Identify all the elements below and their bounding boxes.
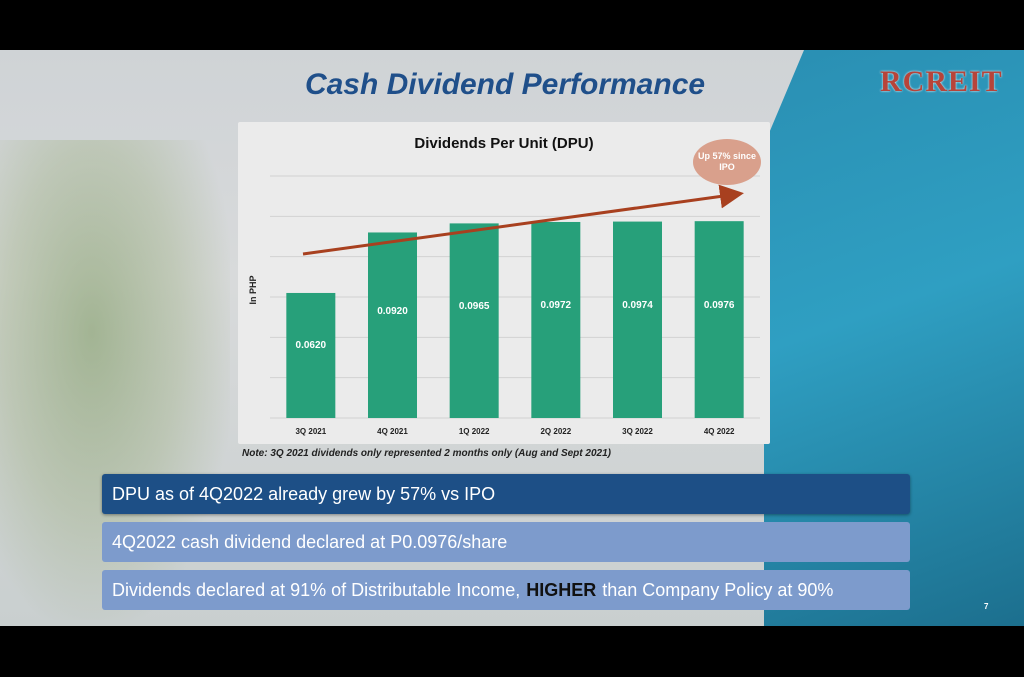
x-tick-label: 4Q 2021 <box>377 427 408 436</box>
company-logo: RCREIT <box>880 65 1003 98</box>
trend-arrow <box>302 184 744 256</box>
x-tick-label: 3Q 2022 <box>622 427 653 436</box>
bullet-text: DPU as of 4Q2022 already grew by 57% vs … <box>112 483 496 504</box>
x-tick-labels-group: 3Q 2021 4Q 2021 1Q 2022 2Q 2022 3Q 2022 4Q 20… <box>295 427 735 436</box>
data-label: 0.0620 <box>296 340 327 351</box>
x-tick-label: 2Q 2022 <box>540 427 571 436</box>
slide: RCREIT Cash Dividend Performance Dividen… <box>0 50 1024 626</box>
dpu-bar-chart: Dividends Per Unit (DPU) In PHP 0.06200.… <box>248 135 760 436</box>
chart-title: Dividends Per Unit (DPU) <box>414 135 593 152</box>
bullet-highlight: HIGHER <box>526 579 597 600</box>
data-label: 0.0920 <box>377 306 408 317</box>
bullet-payout-policy: Dividends declared at 91% of Distributab… <box>102 570 910 610</box>
data-labels-group: 0.0620 0.0920 0.0965 0.0972 0.0974 0.0976 <box>296 300 735 351</box>
y-axis-label: In PHP <box>248 275 258 304</box>
chart-note: Note: 3Q 2021 dividends only represented… <box>242 448 611 459</box>
bullet-text: 4Q2022 cash dividend declared at P0.0976… <box>112 531 508 552</box>
data-label: 0.0976 <box>704 300 735 311</box>
data-label: 0.0965 <box>459 301 490 312</box>
gridlines <box>270 175 760 419</box>
bullet-text-post: than Company Policy at 90% <box>602 579 834 600</box>
bar-3q-2022 <box>613 221 662 418</box>
bar-3q-2021 <box>286 292 336 418</box>
slide-title: Cash Dividend Performance <box>304 68 706 101</box>
x-tick-label: 1Q 2022 <box>459 427 490 436</box>
bullet-dpu-growth: DPU as of 4Q2022 already grew by 57% vs … <box>102 474 910 514</box>
bar-4q-2021 <box>368 232 417 418</box>
bullet-cash-dividend: 4Q2022 cash dividend declared at P0.0976… <box>102 522 910 562</box>
bullet-text-pre: Dividends declared at 91% of Distributab… <box>112 579 521 600</box>
chart-panel: Dividends Per Unit (DPU) In PHP 0.0620 0.… <box>238 122 770 444</box>
bar-4q-2022 <box>694 221 744 418</box>
page-number: 7 <box>984 602 989 611</box>
growth-callout-bubble: Up 57% since IPO <box>693 139 761 185</box>
data-label: 0.0972 <box>541 300 572 311</box>
bar-1q-2022 <box>449 223 499 418</box>
x-tick-label: 3Q 2021 <box>295 427 326 436</box>
bar-2q-2022 <box>531 221 581 418</box>
x-tick-label: 4Q 2022 <box>704 427 735 436</box>
data-label: 0.0974 <box>622 300 653 311</box>
bars-group <box>286 221 744 418</box>
